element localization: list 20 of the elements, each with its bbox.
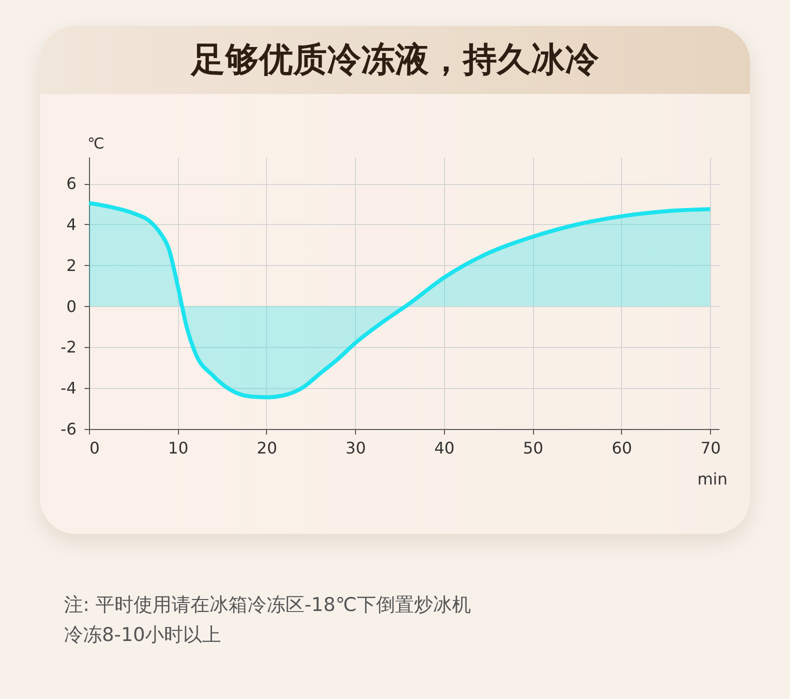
x-tick-label: 50 xyxy=(522,438,544,458)
x-tick-label: 20 xyxy=(256,438,278,458)
text: 冷冻8-10小时以上 xyxy=(64,623,222,648)
y-tick-label: 4 xyxy=(66,214,76,234)
x-tick-label: 30 xyxy=(346,438,366,458)
y-tick-label: 6 xyxy=(66,174,76,194)
x-axis-title: min xyxy=(697,470,728,488)
x-tick-label: 10 xyxy=(168,438,188,458)
y-tick-label: 0 xyxy=(66,296,76,316)
y-tick-label: -6 xyxy=(60,420,76,438)
text: 注: 平时使用请在冰箱冷冻区-18℃下倒置炒冰机 xyxy=(64,593,471,618)
y-tick-label: 2 xyxy=(66,256,76,275)
y-tick-label: -2 xyxy=(60,338,76,357)
y-tick-label: -4 xyxy=(60,378,76,398)
y-axis-title: ℃ xyxy=(88,134,104,152)
x-tick-label: 60 xyxy=(612,438,632,458)
chart-title: 足够优质冷冻液，持久冰冷 xyxy=(40,26,750,94)
x-tick-label: 40 xyxy=(434,438,455,458)
x-tick-label: 0 xyxy=(90,438,100,458)
x-tick-label: 70 xyxy=(700,438,721,458)
